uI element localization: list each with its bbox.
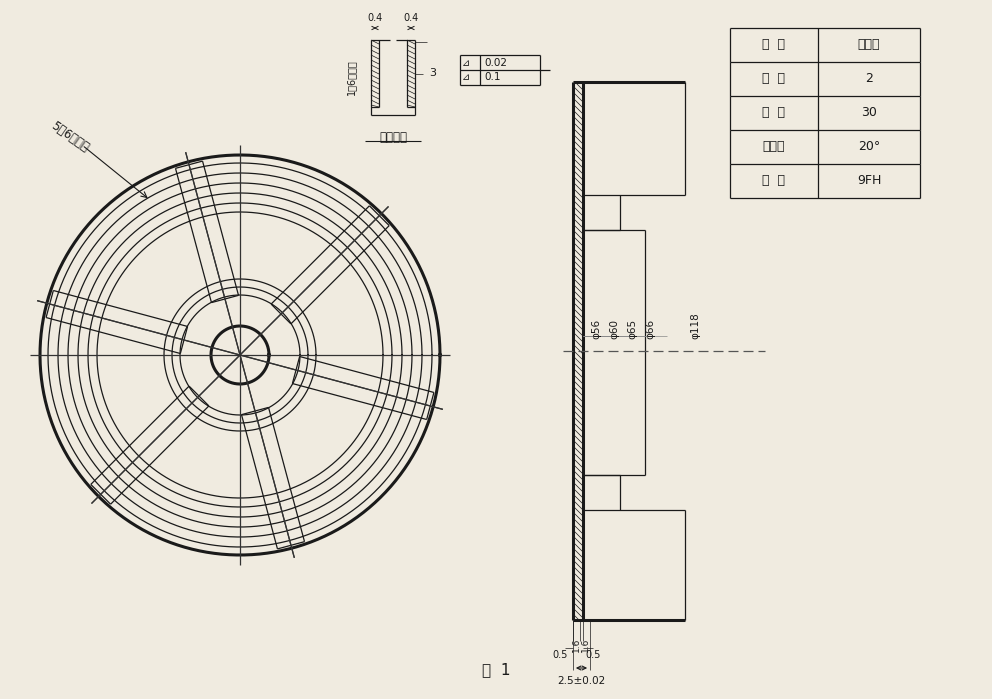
- Text: 20°: 20°: [858, 140, 880, 154]
- Text: 精  度: 精 度: [763, 175, 786, 187]
- Text: 5－6槽均布: 5－6槽均布: [49, 120, 91, 154]
- Text: 0.5: 0.5: [585, 650, 600, 660]
- Text: 齿  形: 齿 形: [763, 38, 786, 52]
- Text: 0.4: 0.4: [404, 13, 419, 23]
- Text: 1.6: 1.6: [571, 638, 580, 652]
- Text: φ66: φ66: [645, 319, 655, 339]
- Text: 齿  数: 齿 数: [763, 106, 786, 120]
- Text: 9FH: 9FH: [857, 175, 881, 187]
- Text: 图  1: 图 1: [482, 663, 510, 677]
- Text: 2: 2: [865, 73, 873, 85]
- Text: φ118: φ118: [690, 312, 700, 339]
- Text: 油槽放大: 油槽放大: [379, 131, 407, 144]
- Text: 模  数: 模 数: [763, 73, 786, 85]
- Text: 2.5±0.02: 2.5±0.02: [558, 676, 606, 686]
- Text: 压力角: 压力角: [763, 140, 786, 154]
- Text: φ65: φ65: [627, 319, 637, 339]
- Text: 30: 30: [861, 106, 877, 120]
- Text: 渐开线: 渐开线: [858, 38, 880, 52]
- Text: 0.1: 0.1: [484, 73, 501, 82]
- Text: ⊿: ⊿: [462, 57, 470, 68]
- Text: φ56: φ56: [591, 319, 601, 339]
- Text: 0.5: 0.5: [553, 650, 568, 660]
- Text: 3: 3: [429, 69, 436, 78]
- Text: 0.4: 0.4: [367, 13, 383, 23]
- Text: φ60: φ60: [609, 319, 619, 339]
- Text: ⊿: ⊿: [462, 73, 470, 82]
- Text: 1－6槽均布: 1－6槽均布: [346, 59, 356, 95]
- Text: 0.02: 0.02: [484, 57, 507, 68]
- Text: 1.6: 1.6: [580, 638, 589, 652]
